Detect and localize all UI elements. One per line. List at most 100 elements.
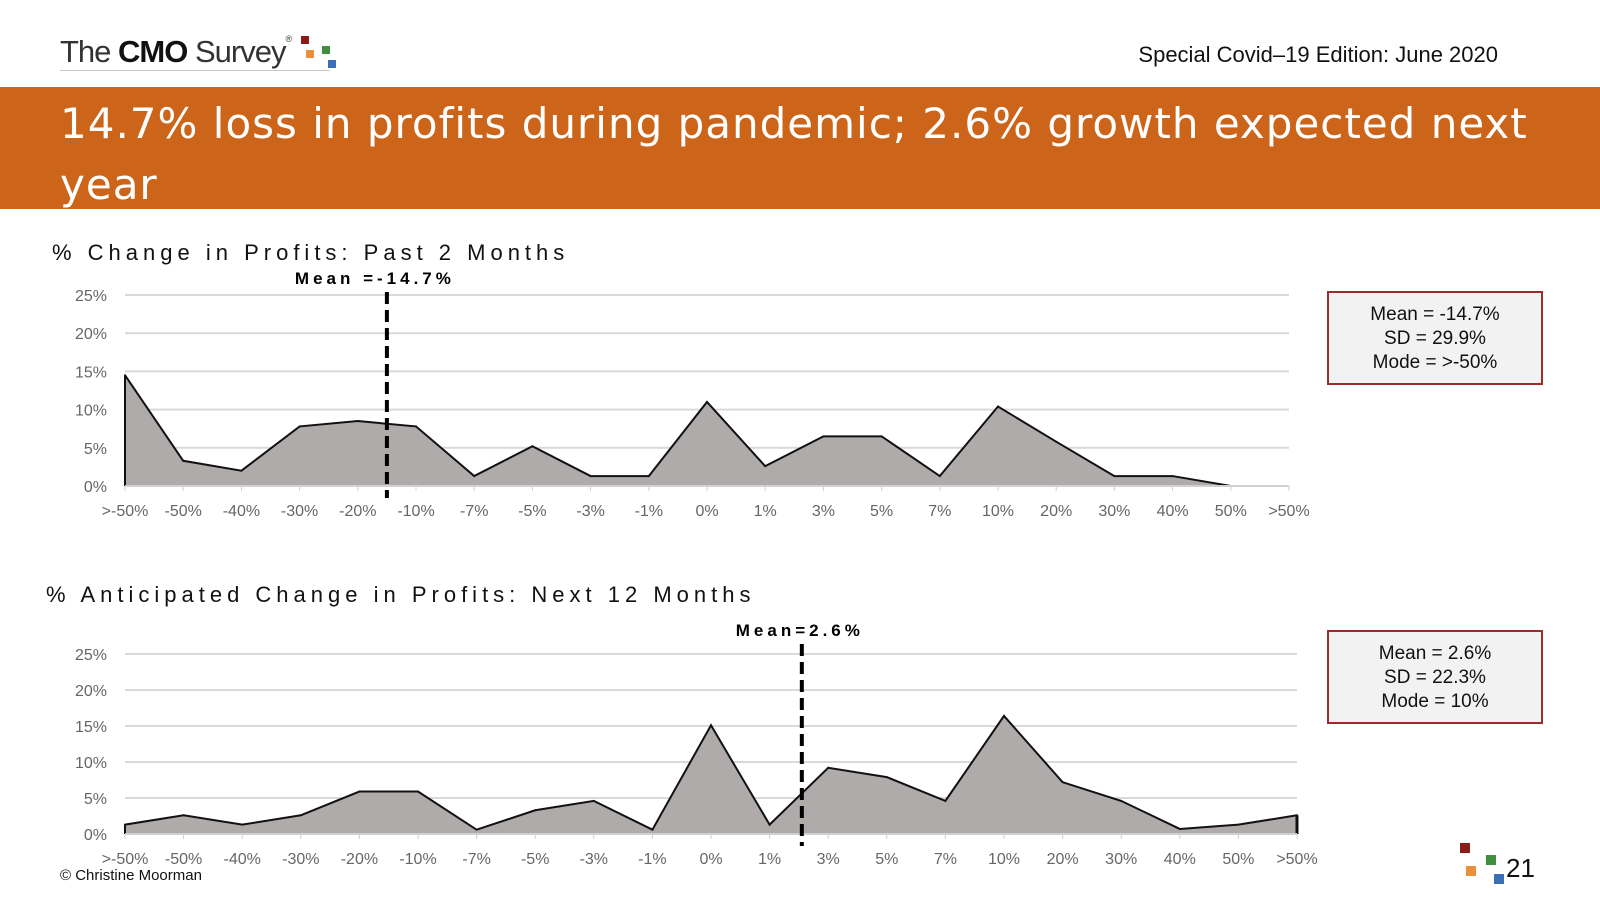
data-point: [827, 766, 830, 769]
logo-square-green-icon: [322, 46, 330, 54]
data-point: [997, 405, 999, 408]
x-tick-label: 0%: [699, 851, 722, 868]
data-point: [298, 425, 301, 428]
logo-registered-mark: ®: [285, 34, 292, 44]
y-tick-label: 10%: [75, 403, 107, 420]
x-tick-label: -40%: [223, 503, 260, 520]
x-tick-label: >50%: [1276, 851, 1317, 868]
data-point: [356, 420, 359, 423]
x-tick-label: 40%: [1157, 503, 1189, 520]
y-tick-label: 10%: [75, 755, 107, 772]
data-point: [710, 724, 712, 727]
y-tick-label: 15%: [75, 364, 107, 381]
slide-title: 14.7% loss in profits during pandemic; 2…: [60, 99, 1528, 209]
y-tick-label: 0%: [84, 479, 107, 496]
mean-label: Mean =-14.7%: [295, 269, 455, 288]
y-tick-label: 20%: [75, 326, 107, 343]
x-tick-label: -40%: [224, 851, 261, 868]
x-tick-label: 7%: [934, 851, 957, 868]
x-tick-label: -10%: [397, 503, 434, 520]
x-tick-label: -7%: [462, 851, 490, 868]
x-tick-label: 20%: [1047, 851, 1079, 868]
footer-square-red-icon: [1460, 843, 1470, 853]
chart-next-12-months: 0% 5% 10% 15% 20% 25% >-50% -50% -40% -30% -20% -10…: [75, 621, 1318, 868]
logo-text-light: The: [60, 34, 119, 69]
y-tick-label: 20%: [75, 683, 107, 700]
data-point: [182, 814, 185, 817]
x-tick-label: >-50%: [102, 503, 149, 520]
x-tick-label: -5%: [518, 503, 546, 520]
x-tick-label: -1%: [635, 503, 663, 520]
x-tick-label: 5%: [870, 503, 893, 520]
x-tick-label: 1%: [758, 851, 781, 868]
x-tick-label: -30%: [281, 503, 318, 520]
x-tick-label: 3%: [812, 503, 835, 520]
logo-underline: [60, 70, 330, 71]
x-tick-label: 5%: [875, 851, 898, 868]
page-number: 21: [1506, 853, 1535, 883]
data-point: [358, 790, 361, 793]
chart-2-title: % Anticipated Change in Profits: Next 12…: [46, 582, 756, 607]
data-point: [1003, 714, 1005, 717]
x-tick-label: -20%: [339, 503, 376, 520]
x-tick-label: 10%: [988, 851, 1020, 868]
data-point: [299, 814, 302, 817]
data-point: [417, 790, 419, 793]
x-tick-label: >-50%: [102, 851, 149, 868]
data-point: [182, 459, 185, 462]
x-tick-label: 50%: [1222, 851, 1254, 868]
y-tick-label: 25%: [75, 288, 107, 305]
footer-square-orange-icon: [1466, 866, 1476, 876]
x-tick-label: 40%: [1164, 851, 1196, 868]
x-tick-label: 30%: [1105, 851, 1137, 868]
data-point: [589, 475, 592, 478]
data-point: [880, 435, 883, 438]
data-point: [1120, 799, 1123, 802]
chart-1-stat-mode: Mode = >-50%: [1372, 352, 1498, 373]
logo-square-red-icon: [301, 36, 309, 44]
chart-past-2-months: 0% 5% 10% 15% 20% 25% >-50% -50% -40% -30% -20% -10…: [75, 269, 1310, 520]
footer-square-blue-icon: [1494, 874, 1504, 884]
x-tick-label: 0%: [695, 503, 718, 520]
mean-label: Mean=2.6%: [736, 621, 864, 640]
data-point: [647, 475, 650, 478]
chart-1-stat-sd: SD = 29.9%: [1384, 328, 1486, 349]
chart-1-title: % Change in Profits: Past 2 Months: [52, 240, 570, 265]
y-tick-label: 25%: [75, 647, 107, 664]
data-point: [415, 425, 417, 428]
data-point: [592, 799, 595, 802]
x-tick-label: -3%: [580, 851, 608, 868]
data-point: [534, 809, 537, 812]
logo-text-bold: CMO: [118, 34, 188, 69]
data-point: [241, 823, 244, 826]
data-point: [764, 465, 767, 468]
series-line: [124, 374, 1231, 487]
x-tick-label: -50%: [165, 851, 202, 868]
x-tick-label: -30%: [282, 851, 319, 868]
data-point: [885, 776, 888, 779]
data-point: [1178, 827, 1181, 830]
x-tick-label: 50%: [1215, 503, 1247, 520]
chart-2-stat-mean: Mean = 2.6%: [1378, 643, 1492, 664]
footer-square-green-icon: [1486, 855, 1496, 865]
chart-1-stat-mean: Mean = -14.7%: [1370, 304, 1500, 325]
x-tick-label: -1%: [638, 851, 666, 868]
x-tick-label: -3%: [576, 503, 604, 520]
x-tick-label: 1%: [754, 503, 777, 520]
data-point: [822, 435, 825, 438]
logo-square-blue-icon: [328, 60, 336, 68]
x-tick-label: -7%: [460, 503, 488, 520]
logo-square-orange-icon: [306, 50, 314, 58]
x-tick-label: -5%: [521, 851, 549, 868]
chart-2-stats-box: Mean = 2.6% SD = 22.3% Mode = 10%: [1327, 630, 1543, 724]
data-point: [1061, 781, 1064, 784]
data-point: [1296, 814, 1298, 817]
data-point: [531, 445, 534, 448]
y-tick-label: 5%: [84, 791, 107, 808]
edition-label: Special Covid–19 Edition: June 2020: [1138, 42, 1498, 67]
data-point: [706, 400, 708, 403]
data-point: [1171, 475, 1174, 478]
x-tick-label: 3%: [817, 851, 840, 868]
data-point: [240, 469, 243, 472]
data-point: [1113, 475, 1116, 478]
